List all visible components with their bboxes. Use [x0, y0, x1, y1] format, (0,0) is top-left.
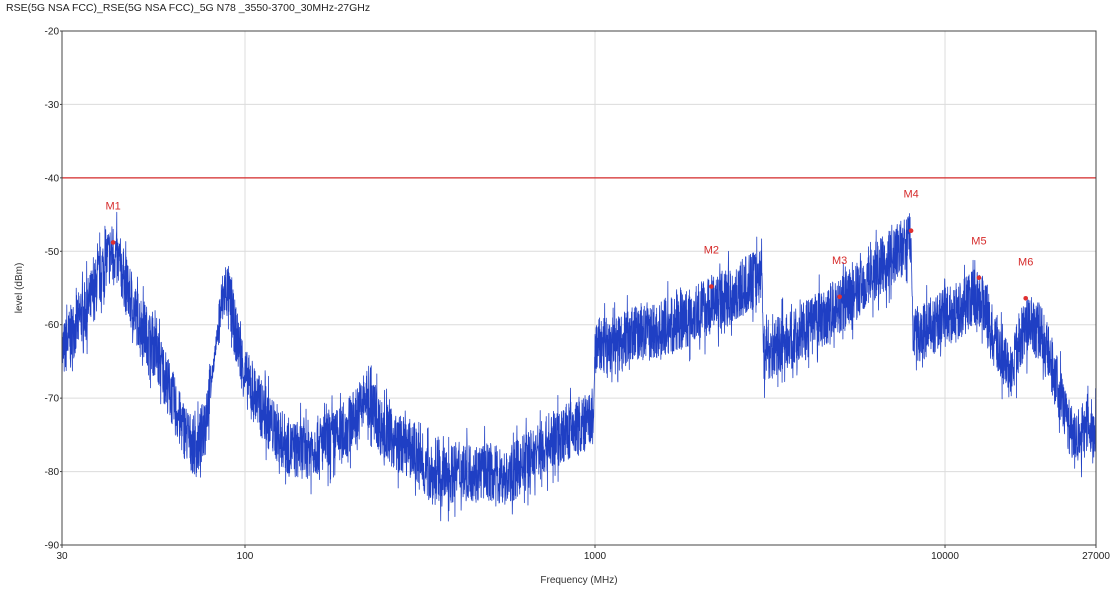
plot-frame	[61, 30, 1097, 546]
x-tick-labels: 30 100 1000 10000 27000	[56, 545, 1110, 562]
marker-label: M2	[704, 245, 719, 257]
y-tick-label: -80	[45, 467, 60, 478]
marker-point	[976, 275, 982, 281]
marker-label: M6	[1018, 256, 1033, 268]
marker-label: M5	[971, 236, 986, 248]
y-tick-labels: -90 -80 -70 -60 -50 -40 -30 -20	[45, 27, 62, 552]
y-tick-label: -30	[45, 100, 60, 111]
marker-point	[110, 240, 116, 245]
marker-point	[837, 294, 842, 300]
markers-group: M1 M2 M3 M4 M5 M6	[106, 189, 1033, 301]
marker-point	[1023, 295, 1028, 301]
marker-point	[709, 284, 714, 289]
chart-title: RSE(5G NSA FCC)_RSE(5G NSA FCC)_5G N78 _…	[6, 2, 371, 14]
x-tick-label: 30	[56, 551, 68, 562]
x-tick-label: 1000	[584, 551, 607, 562]
x-tick-label: 27000	[1082, 551, 1110, 562]
spectrum-trace	[61, 211, 1097, 522]
marker-label: M3	[832, 255, 847, 267]
y-tick-label: -20	[45, 27, 60, 38]
y-tick-label: -90	[45, 541, 60, 552]
y-tick-label: -50	[45, 247, 60, 258]
x-axis-label: Frequency (MHz)	[540, 575, 617, 586]
x-tick-label: 10000	[931, 551, 959, 562]
y-axis-label: level (dBm)	[14, 263, 25, 314]
x-tick-label: 100	[237, 551, 254, 562]
y-tick-label: -70	[45, 394, 60, 405]
plot-area	[62, 31, 1096, 545]
y-tick-label: -60	[45, 320, 60, 331]
marker-point	[908, 228, 914, 234]
series-group	[61, 211, 1097, 522]
marker-label: M1	[106, 200, 121, 212]
y-tick-label: -40	[45, 173, 60, 184]
marker-label: M4	[903, 189, 918, 201]
